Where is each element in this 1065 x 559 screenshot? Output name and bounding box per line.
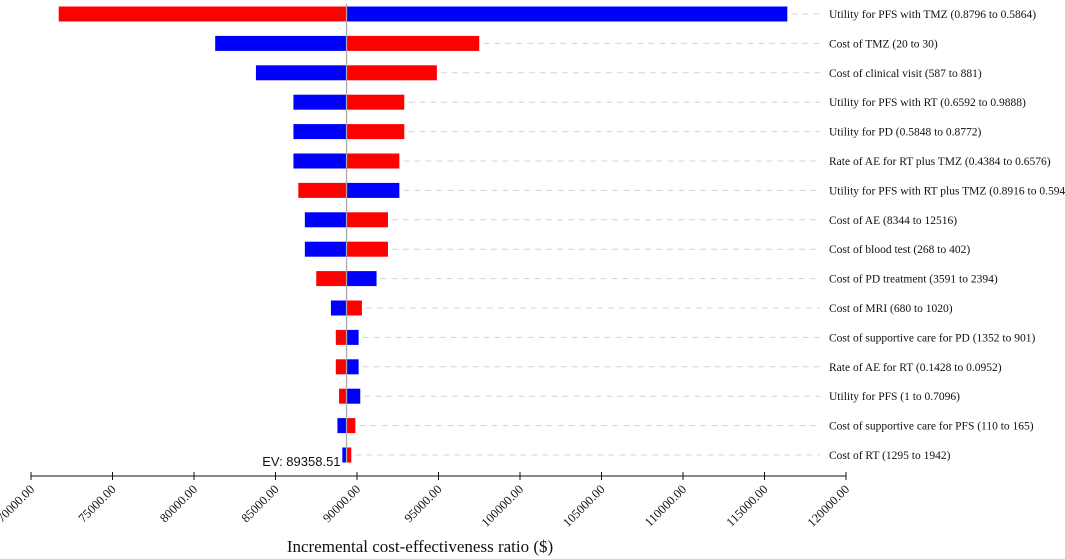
bar-low-input: [346, 300, 362, 316]
x-axis-title: Incremental cost-effectiveness ratio ($): [287, 537, 553, 556]
bar-high-input: [293, 94, 347, 110]
category-label: Cost of supportive care for PD (1352 to …: [829, 332, 1035, 344]
bar-low-input: [346, 241, 388, 257]
bar-low-input: [346, 153, 400, 169]
category-label: Cost of blood test (268 to 402): [829, 244, 970, 256]
category-label: Cost of AE (8344 to 12516): [829, 215, 957, 227]
bar-high-input: [346, 329, 359, 345]
x-tick-label: 85000.00: [239, 482, 282, 525]
bar-low-input: [58, 6, 347, 22]
category-label: Utility for PFS (1 to 0.7096): [829, 391, 960, 403]
x-tick-label: 90000.00: [320, 482, 363, 525]
x-tick-label: 80000.00: [157, 482, 200, 525]
bar-high-input: [346, 6, 788, 22]
x-tick-label: 70000.00: [0, 482, 37, 525]
bar-low-input: [346, 212, 388, 228]
bar-high-input: [346, 359, 359, 375]
guide-lines: [355, 13, 820, 456]
x-tick-label: 120000.00: [805, 482, 852, 529]
bar-low-input: [346, 124, 405, 140]
category-label: Rate of AE for RT (0.1428 to 0.0952): [829, 362, 1002, 374]
category-label: Utility for PFS with TMZ (0.8796 to 0.58…: [829, 9, 1036, 21]
category-labels: Utility for PFS with TMZ (0.8796 to 0.58…: [829, 9, 1065, 462]
category-label: Cost of clinical visit (587 to 881): [829, 68, 982, 80]
bar-high-input: [342, 447, 347, 463]
bar-low-input: [335, 359, 347, 375]
x-tick-label: 115000.00: [723, 482, 770, 529]
x-tick-label: 110000.00: [642, 482, 689, 529]
bar-low-input: [346, 35, 480, 51]
category-label: Cost of TMZ (20 to 30): [829, 38, 938, 50]
category-label: Cost of MRI (680 to 1020): [829, 303, 953, 315]
bar-low-input: [346, 65, 437, 81]
bar-low-input: [298, 182, 347, 198]
bar-low-input: [346, 94, 405, 110]
bar-high-input: [330, 300, 347, 316]
bar-high-input: [346, 182, 400, 198]
bar-high-input: [293, 124, 347, 140]
bars: [58, 6, 788, 463]
bar-low-input: [339, 388, 347, 404]
category-label: Utility for PD (0.5848 to 0.8772): [829, 127, 982, 139]
bar-high-input: [337, 418, 347, 434]
x-tick-label: 100000.00: [479, 482, 526, 529]
x-tick-label: 75000.00: [76, 482, 119, 525]
bar-high-input: [293, 153, 347, 169]
x-tick-label: 95000.00: [402, 482, 445, 525]
bar-low-input: [346, 447, 352, 463]
category-label: Cost of PD treatment (3591 to 2394): [829, 274, 998, 286]
expected-value-label: EV: 89358.51: [262, 454, 340, 469]
x-axis-ticks: 70000.00 75000.00 80000.00 85000.00 90000.00…: [0, 472, 852, 530]
category-label: Utility for PFS with RT plus TMZ (0.8916…: [829, 185, 1065, 197]
bar-high-input: [215, 35, 347, 51]
category-label: Utility for PFS with RT (0.6592 to 0.988…: [829, 97, 1026, 109]
category-label: Cost of RT (1295 to 1942): [829, 450, 951, 462]
bar-low-input: [346, 418, 356, 434]
bar-low-input: [316, 271, 347, 287]
bar-high-input: [304, 212, 347, 228]
bar-high-input: [304, 241, 347, 257]
bar-low-input: [335, 329, 347, 345]
bar-high-input: [346, 388, 361, 404]
category-label: Cost of supportive care for PFS (110 to …: [829, 421, 1034, 433]
bar-high-input: [255, 65, 347, 81]
category-label: Rate of AE for RT plus TMZ (0.4384 to 0.…: [829, 156, 1051, 168]
x-tick-label: 105000.00: [560, 482, 607, 529]
bar-high-input: [346, 271, 377, 287]
